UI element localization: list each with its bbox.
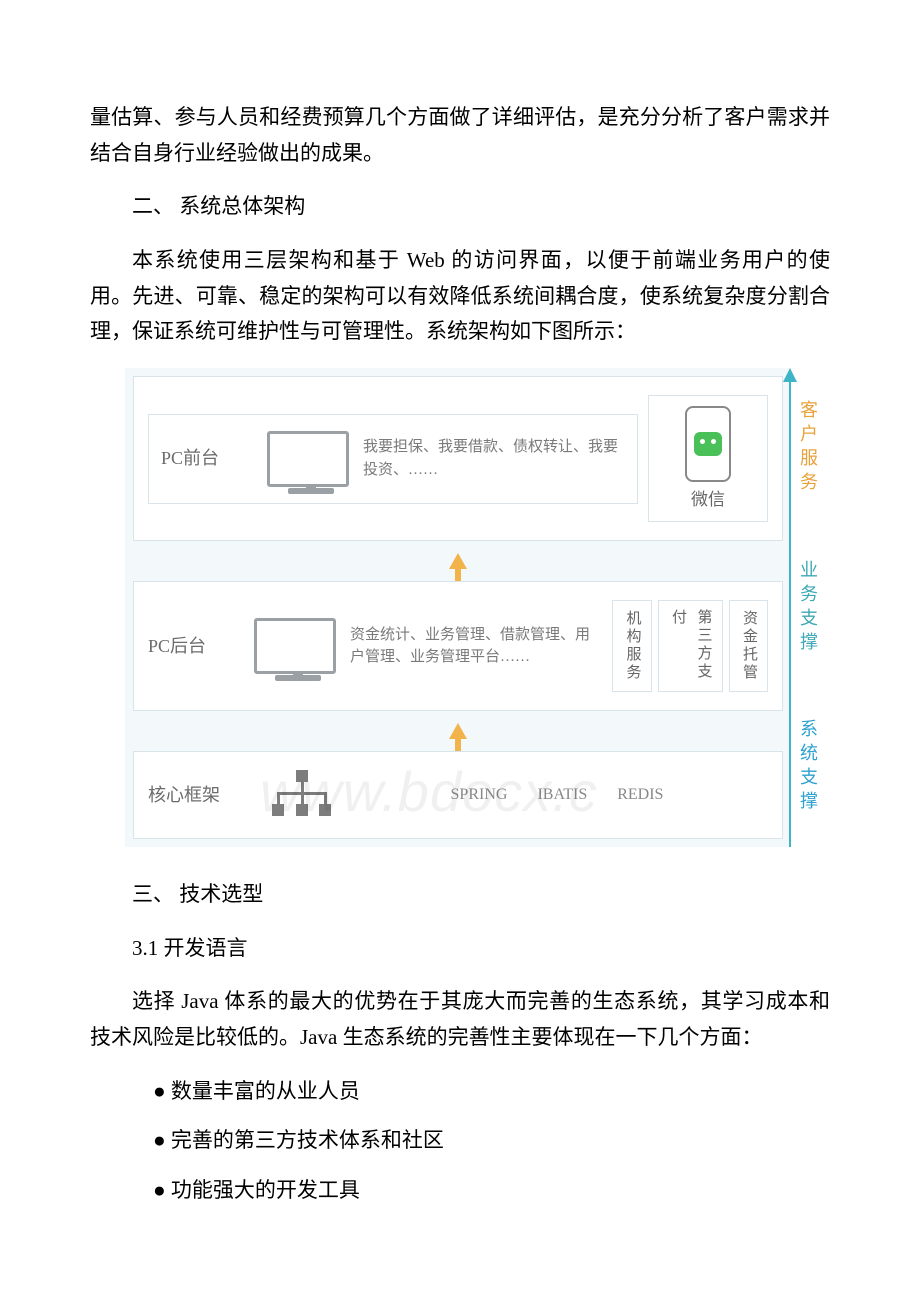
side-third-pay: 第三方支付 [658, 600, 723, 692]
wechat-icon [694, 432, 722, 456]
layer-frontend-label: PC前台 [161, 443, 253, 474]
wechat-box: 微信 [648, 395, 768, 522]
monitor-icon-2 [254, 618, 336, 674]
paragraph-intro: 量估算、参与人员和经费预算几个方面做了详细评估，是充分分析了客户需求并结合自身行… [90, 100, 830, 171]
document-root: 量估算、参与人员和经费预算几个方面做了详细评估，是充分分析了客户需求并结合自身行… [90, 100, 830, 1209]
layer-backend-label: PC后台 [148, 631, 240, 662]
tech-labels: SPRING IBATIS REDIS [346, 781, 768, 808]
tech-ibatis: IBATIS [537, 781, 587, 808]
layer-frontend-features: 我要担保、我要借款、债权转让、我要投资、…… [363, 436, 625, 481]
side-fund-trust: 资金托管 [729, 600, 769, 692]
phone-icon [685, 406, 731, 482]
bullet-3: ● 功能强大的开发工具 [90, 1173, 830, 1209]
vlabel-system: 系统支撑 [797, 687, 825, 847]
wechat-label: 微信 [691, 490, 725, 509]
vlabel-customer: 客户服务 [797, 368, 825, 528]
layer-core-label: 核心框架 [148, 780, 258, 811]
tech-spring: SPRING [451, 781, 508, 808]
diagram-right-labels: 客户服务 业务支撑 系统支撑 [797, 368, 825, 847]
arrow-2 [133, 711, 783, 751]
layer-core: 核心框架 SPRING IBATIS REDIS [133, 751, 783, 839]
arrow-1 [133, 541, 783, 581]
paragraph-java: 选择 Java 体系的最大的优势在于其庞大而完善的生态系统，其学习成本和技术风险… [90, 984, 830, 1055]
tech-redis: REDIS [617, 781, 663, 808]
layer-backend-features: 资金统计、业务管理、借款管理、用户管理、业务管理平台…… [350, 624, 598, 669]
heading-2: 二、 系统总体架构 [90, 189, 830, 225]
layer-frontend-inner: PC前台 我要担保、我要借款、债权转让、我要投资、…… [148, 414, 638, 504]
paragraph-arch: 本系统使用三层架构和基于 Web 的访问界面，以便于前端业务用户的使用。先进、可… [90, 243, 830, 350]
hierarchy-icon [272, 770, 332, 820]
vlabel-business: 业务支撑 [797, 528, 825, 688]
bullet-2: ● 完善的第三方技术体系和社区 [90, 1123, 830, 1159]
monitor-icon [267, 431, 349, 487]
architecture-diagram: PC前台 我要担保、我要借款、债权转让、我要投资、…… 微信 PC后台 资金统计… [125, 368, 825, 847]
side-org-service: 机构服务 [612, 600, 652, 692]
heading-3-1: 3.1 开发语言 [90, 931, 830, 967]
layer-frontend: PC前台 我要担保、我要借款、债权转让、我要投资、…… 微信 [133, 376, 783, 541]
layer-backend-side: 机构服务 第三方支付 资金托管 [612, 600, 768, 692]
layer-backend: PC后台 资金统计、业务管理、借款管理、用户管理、业务管理平台…… 机构服务 第… [133, 581, 783, 711]
bullet-1: ● 数量丰富的从业人员 [90, 1074, 830, 1110]
diagram-layers: PC前台 我要担保、我要借款、债权转让、我要投资、…… 微信 PC后台 资金统计… [125, 368, 791, 847]
heading-3: 三、 技术选型 [90, 877, 830, 913]
